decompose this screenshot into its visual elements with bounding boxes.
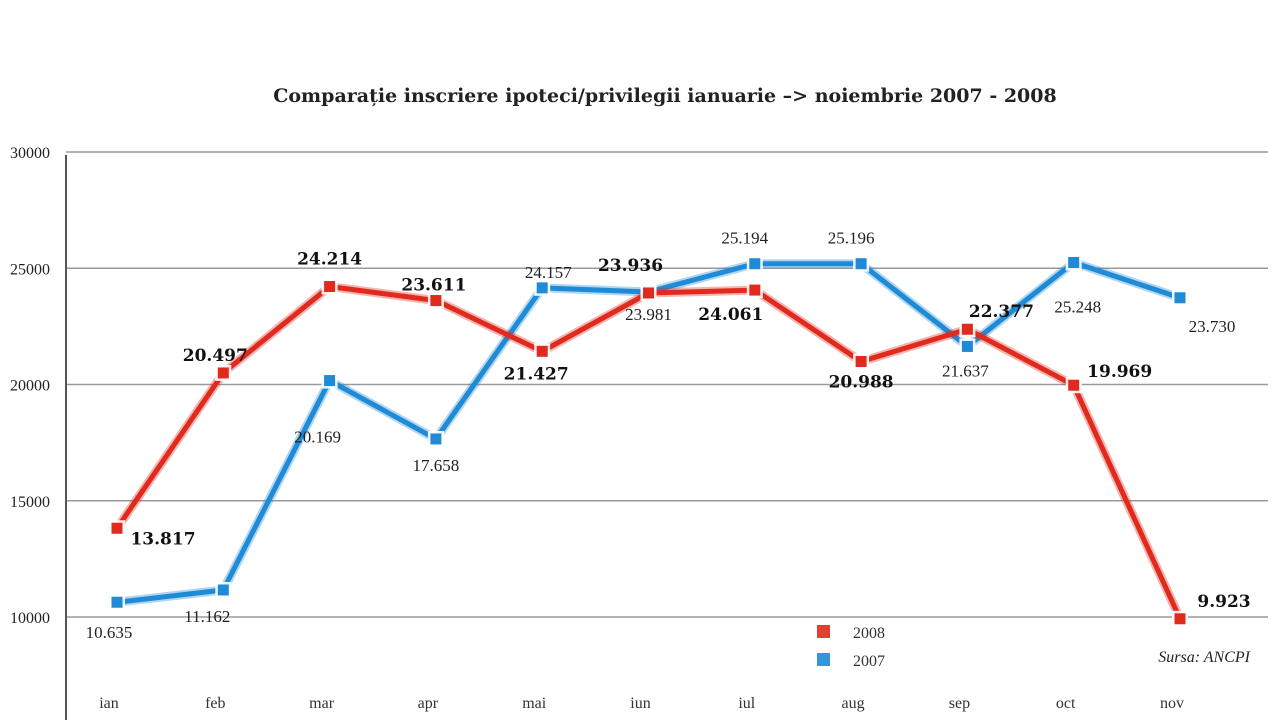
point-marker [749,258,761,270]
data-label-2008: 20.497 [183,346,248,366]
y-tick-label: 20000 [10,378,50,395]
legend: 2008 2007 [817,625,885,670]
point-marker [111,596,123,608]
point-marker [217,584,229,596]
series-2008 [109,278,1188,627]
data-label-2007: 25.194 [721,229,768,248]
point-marker [749,284,761,296]
x-tick-label: aug [842,695,865,712]
data-label-2008: 20.988 [829,373,894,393]
point-marker [855,356,867,368]
data-label-2008: 23.611 [401,276,466,296]
x-tick-label: iun [630,695,650,712]
data-label-2007: 25.196 [828,229,875,248]
x-tick-labels: ian feb mar apr mai iun iul aug sep oct nov [99,695,1184,712]
y-tick-labels: 10000 15000 20000 25000 30000 [10,145,50,627]
point-marker [324,281,336,293]
point-marker [430,433,442,445]
data-label-2007: 17.658 [413,456,460,475]
point-marker [961,323,973,335]
data-label-2008: 9.923 [1197,592,1250,612]
point-marker [1174,613,1186,625]
chart-title: Comparație inscriere ipoteci/privilegii … [273,85,1056,107]
point-marker [1174,292,1186,304]
data-label-2007: 20.169 [294,428,341,447]
x-tick-label: feb [205,695,225,712]
x-tick-label: oct [1056,695,1076,712]
y-tick-label: 15000 [10,494,50,511]
point-marker [536,282,548,294]
point-marker [430,295,442,307]
point-marker [217,367,229,379]
data-label-2007: 23.981 [625,305,672,324]
x-tick-label: ian [99,695,119,712]
x-tick-label: apr [418,695,439,712]
data-label-2008: 13.817 [130,529,195,549]
data-label-2007: 23.730 [1189,317,1236,336]
data-label-2007: 24.157 [525,263,572,282]
data-label-2007: 11.162 [184,607,230,626]
series-layer [109,254,1188,627]
point-marker [961,340,973,352]
x-tick-label: mai [522,695,547,712]
data-labels: 13.817 20.497 24.214 23.611 21.427 23.936 24.0… [86,229,1251,643]
data-label-2007: 21.637 [942,361,989,380]
data-label-2008: 22.377 [969,302,1034,322]
x-tick-label: sep [949,695,970,712]
point-marker [324,375,336,387]
legend-label: 2008 [853,625,885,642]
source-note: Sursa: ANCPI [1158,649,1250,666]
y-tick-label: 10000 [10,610,50,627]
data-label-2008: 23.936 [598,256,663,276]
x-tick-label: iul [738,695,755,712]
series-line-glow [113,282,1185,621]
point-marker [855,258,867,270]
data-label-2007: 10.635 [86,623,133,642]
legend-item-2007: 2007 [817,653,885,670]
legend-swatch [817,625,830,638]
point-marker [1068,379,1080,391]
point-marker [1068,256,1080,268]
point-marker [536,345,548,357]
y-tick-label: 30000 [10,145,50,162]
x-tick-label: mar [309,695,335,712]
point-marker [643,287,654,299]
data-label-2008: 24.061 [698,305,763,325]
data-label-2007: 25.248 [1054,297,1101,316]
y-tick-label: 25000 [10,261,50,278]
legend-swatch [817,653,830,666]
legend-item-2008: 2008 [817,625,885,642]
data-label-2008: 21.427 [504,364,569,384]
x-tick-label: nov [1160,695,1184,712]
series-line [114,284,1183,620]
data-label-2008: 24.214 [297,250,362,270]
legend-label: 2007 [853,653,885,670]
point-marker [111,522,123,534]
data-label-2008: 19.969 [1087,362,1152,382]
